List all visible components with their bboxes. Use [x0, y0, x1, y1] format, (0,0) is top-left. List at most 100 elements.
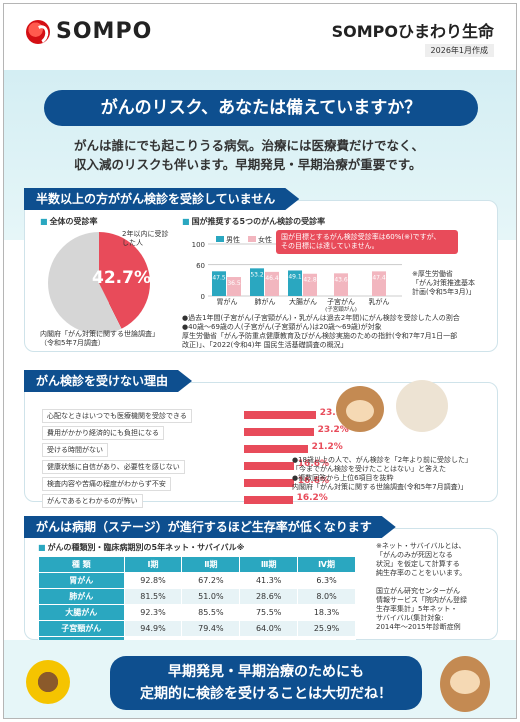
table-row: 大腸がん 92.3% 85.5% 75.5% 18.3%: [38, 604, 356, 621]
sompo-logo-icon: [26, 20, 50, 44]
x-tick-label: 子宮がん: [327, 297, 355, 306]
bar-value-label: 43.6: [334, 276, 348, 283]
bar: [303, 273, 317, 296]
survival-note-line: 情報サービス「院内がん登録: [376, 596, 467, 604]
reason-value: 23.2%: [317, 425, 349, 435]
bar: [372, 271, 386, 296]
reason-label: 検査内容や苦痛の程度がわからず不安: [42, 477, 171, 491]
reasons-note-line: 内閣府「がん対策に関する世論調査(令和5年7月調査)」: [292, 483, 468, 491]
table-cell: 肺がん: [38, 588, 125, 605]
reason-label: 健康状態に自信があり、必要性を感じない: [42, 460, 185, 474]
table-header-row: 種 類 Ⅰ期 Ⅱ期 Ⅲ期 Ⅳ期: [38, 556, 356, 573]
footnotes: ●過去1年間(子宮がん(子宮頸がん)・乳がんは過去2年間)にがん検診を受診した人…: [182, 314, 460, 350]
table-row: 子宮頸がん 94.9% 79.4% 64.0% 25.9%: [38, 620, 356, 637]
table-row: 肺がん 81.5% 51.0% 28.6% 8.0%: [38, 588, 356, 605]
legend-female-swatch: [248, 236, 256, 242]
bar-value-label: 47.4: [372, 274, 386, 281]
bar: [265, 271, 279, 296]
sunflower-mascot-icon: [26, 660, 70, 704]
pie-source: 内閣府「がん対策に関する世論調査」 （令和5年7月調査）: [40, 330, 159, 348]
survival-note-line: 純生存率のことをいいます。: [376, 569, 467, 577]
bear-face-icon: [346, 400, 374, 422]
source-note-line: 「がん対策推進基本: [412, 279, 475, 287]
bar: [212, 271, 226, 296]
legend-female-label: 女性: [258, 235, 272, 244]
bar-value-label: 46.4: [265, 275, 279, 282]
reason-value: 16.2%: [296, 493, 328, 503]
table-header-cell: Ⅱ期: [181, 556, 241, 573]
screening-bar-chart: 男性 女性 0 60 100 47.536.5 胃がん 53.246.4 肺がん 49.1 42.8…: [192, 235, 402, 313]
y-tick-label: 100: [192, 241, 205, 249]
target-note: 国が目標とするがん検診受診率は60%(※)ですが、 その目標には達していません。: [276, 230, 458, 254]
closing-message: 早期発見・早期治療のためにも 定期的に検診を受けることは大切だね！: [110, 656, 422, 710]
reason-bar: [244, 496, 293, 504]
y-tick-label: 60: [196, 262, 205, 270]
hero-banner: がんのリスク、あなたは備えていますか？: [44, 90, 478, 126]
closing-line: 定期的に検診を受けることは大切だね！: [140, 686, 392, 702]
reason-bar: [244, 411, 316, 419]
bear-face-icon: [450, 670, 480, 694]
reason-value: 21.2%: [311, 442, 343, 452]
survival-note-line: 状況」を仮定して計算する: [376, 560, 460, 568]
footnote-line: 厚生労働省「がん予防重点健康教育及びがん検診実施のための指針(令和7年7月1日一…: [182, 332, 458, 340]
table-cell: 8.0%: [297, 588, 356, 605]
reason-value: 16.6%: [297, 476, 330, 486]
pie-chart: [48, 232, 150, 334]
survival-note-line: 2014年～2015年診断症例: [376, 623, 461, 631]
table-cell: 92.3%: [123, 604, 183, 621]
survival-note-line: 生存率集計」5年ネット・: [376, 605, 458, 613]
table-row: 胃がん 92.8% 67.2% 41.3% 6.3%: [38, 572, 356, 589]
bar: [288, 270, 302, 296]
footnote-line: ●過去1年間(子宮がん(子宮頸がん)・乳がんは過去2年間)にがん検診を受診した人…: [182, 314, 460, 322]
footnote-line: 改正)」、「2022(令和4)年 国民生活基礎調査の概況」: [182, 341, 348, 349]
x-tick-label: 肺がん: [255, 297, 276, 306]
y-tick-label: 0: [201, 293, 205, 301]
survival-note-line: ※ネット・サバイバルとは、: [376, 542, 466, 550]
table-cell: 67.2%: [181, 572, 241, 589]
dog-mascot-icon: [396, 380, 448, 432]
table-cell: 28.6%: [239, 588, 299, 605]
table-cell: 大腸がん: [38, 604, 125, 621]
table-header-cell: Ⅳ期: [297, 556, 356, 573]
table-cell: 胃がん: [38, 572, 125, 589]
survival-note-line: 国立がん研究センターがん: [376, 587, 460, 595]
reason-value: 16.6%: [297, 459, 330, 469]
x-tick-label: (子宮頸がん): [325, 305, 357, 313]
reason-label: がんであるとわかるのが怖い: [42, 494, 143, 508]
survival-notes: ※ネット・サバイバルとは、 「がんのみが死因となる 状況」を仮定して計算する 純生存率…: [376, 542, 467, 632]
table-cell: 51.0%: [181, 588, 241, 605]
reasons-note-line: 「今までがん検診を受けたことはない」と答えた: [292, 465, 446, 473]
target-note-line: 国が目標とするがん検診受診率は60%(※)ですが、: [281, 233, 441, 241]
pie-title: 全体の受診率: [40, 216, 98, 227]
table-cell: 92.8%: [123, 572, 183, 589]
reason-bar: [244, 445, 308, 453]
table-cell: 81.5%: [123, 588, 183, 605]
bar: [334, 273, 348, 296]
intro-text: がんは誰にでも起こりうる病気。治療には医療費だけでなく、 収入減のリスクも伴いま…: [74, 136, 474, 174]
closing-line: 早期発見・早期治療のためにも: [168, 664, 364, 680]
bar-value-label: 49.1: [288, 273, 302, 280]
reason-bar: [244, 462, 294, 470]
table-header-cell: 種 類: [38, 556, 125, 573]
pie-value: 42.7%: [92, 268, 151, 288]
document-frame: SOMPO SOMPOひまわり生命 2026年1月作成 がんのリスク、あなたは備…: [3, 3, 517, 719]
pie-source-line: （令和5年7月調査）: [40, 339, 105, 347]
table-cell: 41.3%: [239, 572, 299, 589]
target-note-line: その目標には達していません。: [281, 242, 379, 250]
section-title: がん検診を受けない理由: [24, 370, 192, 392]
legend-male-swatch: [216, 236, 224, 242]
reason-label: 費用がかかり経済的にも負担になる: [42, 426, 164, 440]
survival-table: 種 類 Ⅰ期 Ⅱ期 Ⅲ期 Ⅳ期 胃がん 92.8% 67.2% 41.3% 6.3% 肺がん 81.5…: [38, 556, 356, 653]
company-name: SOMPOひまわり生命: [331, 22, 494, 41]
x-tick-label: 乳がん: [369, 297, 390, 306]
table-cell: 18.3%: [297, 604, 356, 621]
date-badge: 2026年1月作成: [424, 44, 494, 57]
reasons-notes: ●18歳以上の人で、がん検診を「2年より前に受診した」 「今までがん検診を受けた…: [292, 456, 472, 492]
source-note-line: 計画(令和5年3月)」: [412, 288, 476, 296]
table-cell: 85.5%: [181, 604, 241, 621]
table-header-cell: Ⅰ期: [123, 556, 183, 573]
logo-text: SOMPO: [56, 19, 153, 44]
footnote-line: ●40歳～69歳の人(子宮がん(子宮頸がん)は20歳～69歳)が対象: [182, 323, 382, 331]
reason-label: 受ける時間がない: [42, 443, 108, 457]
table-cell: 25.9%: [297, 620, 356, 637]
